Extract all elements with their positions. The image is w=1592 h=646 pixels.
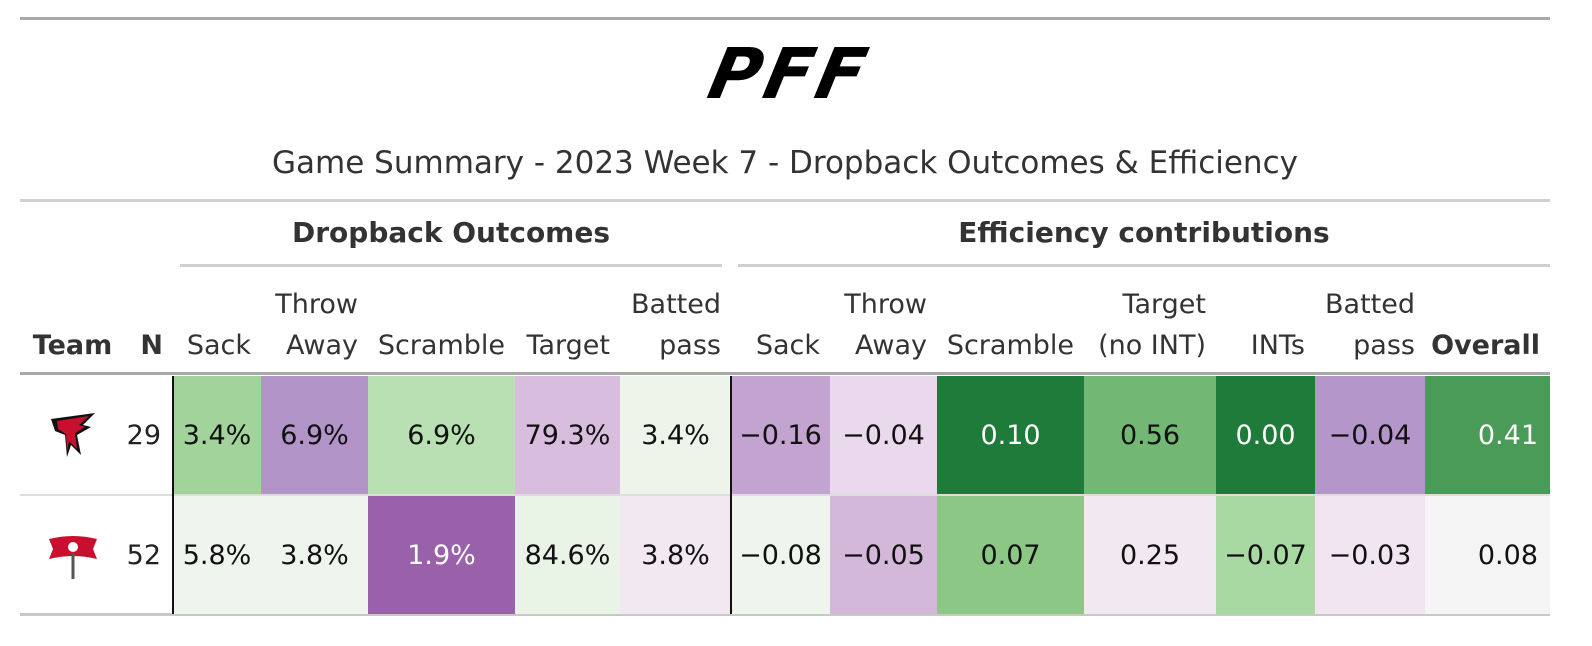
column-header: INTs bbox=[1216, 280, 1315, 366]
table-cell: 3.4% bbox=[173, 376, 261, 494]
table-cell: −0.04 bbox=[830, 376, 937, 494]
table-cell: 1.9% bbox=[368, 496, 515, 614]
column-header-line: pass bbox=[1353, 330, 1415, 361]
column-header-line: INTs bbox=[1250, 330, 1305, 361]
table-cell: −0.04 bbox=[1315, 376, 1425, 494]
table-cell: 6.9% bbox=[368, 376, 515, 494]
spanner-label: Efficiency contributions bbox=[958, 216, 1330, 249]
column-header-line: Scramble bbox=[377, 330, 505, 361]
column-header-line: pass bbox=[659, 330, 721, 361]
table-cell: 3.4% bbox=[620, 376, 731, 494]
header-rule bbox=[20, 372, 1550, 375]
column-header: Throw Away bbox=[261, 280, 368, 366]
column-header-line: Batted bbox=[1325, 289, 1415, 320]
row-divider bbox=[20, 494, 1550, 496]
column-header: N bbox=[125, 280, 173, 366]
table-cell: 0.08 bbox=[1425, 496, 1550, 614]
column-header: Scramble bbox=[368, 280, 515, 366]
column-header: Batted pass bbox=[620, 280, 731, 366]
table-cell: −0.08 bbox=[731, 496, 830, 614]
column-header: Batted pass bbox=[1315, 280, 1425, 366]
logo: PFF bbox=[702, 40, 878, 110]
column-header: Target bbox=[515, 280, 620, 366]
column-header: Scramble bbox=[937, 280, 1084, 366]
column-header-line: Away bbox=[855, 330, 927, 361]
column-header: Sack bbox=[731, 280, 830, 366]
team-logo bbox=[20, 376, 125, 494]
column-header: Team bbox=[20, 280, 125, 366]
table-cell: 0.25 bbox=[1084, 496, 1216, 614]
table-cell: −0.03 bbox=[1315, 496, 1425, 614]
table-cell: 3.8% bbox=[620, 496, 731, 614]
title-rule bbox=[20, 199, 1550, 202]
spanner-rule bbox=[738, 264, 1550, 267]
table-cell: 6.9% bbox=[261, 376, 368, 494]
table-cell: −0.07 bbox=[1216, 496, 1315, 614]
column-header-line: Scramble bbox=[946, 330, 1074, 361]
table-cell: 3.8% bbox=[261, 496, 368, 614]
table-cell: 84.6% bbox=[515, 496, 620, 614]
column-header-line: Throw bbox=[275, 289, 358, 320]
column-divider bbox=[730, 376, 732, 614]
table-cell: 29 bbox=[126, 419, 161, 451]
column-header-line: (no INT) bbox=[1098, 330, 1206, 361]
table-cell: 0.07 bbox=[937, 496, 1084, 614]
column-header-line: Target bbox=[1122, 289, 1206, 320]
column-header-line: Sack bbox=[186, 330, 251, 361]
column-header-line: Away bbox=[286, 330, 358, 361]
title: Game Summary - 2023 Week 7 - Dropback Ou… bbox=[272, 145, 1298, 181]
logo-text: PFF bbox=[702, 40, 878, 110]
column-header-line: N bbox=[140, 330, 163, 361]
column-header: Throw Away bbox=[830, 280, 937, 366]
spanner-label: Dropback Outcomes bbox=[291, 216, 611, 249]
spanner-rule bbox=[180, 264, 722, 267]
table-cell: −0.16 bbox=[731, 376, 830, 494]
column-header-line: Overall bbox=[1431, 330, 1540, 361]
top-rule bbox=[20, 17, 1550, 20]
table-cell: 79.3% bbox=[515, 376, 620, 494]
team-logo bbox=[20, 496, 125, 614]
bottom-rule bbox=[20, 613, 1550, 616]
column-header-line: Target bbox=[526, 330, 610, 361]
column-header-line: Sack bbox=[755, 330, 820, 361]
column-header: Target (no INT) bbox=[1084, 280, 1216, 366]
column-header-line: Batted bbox=[631, 289, 721, 320]
table-cell: 0.00 bbox=[1216, 376, 1315, 494]
column-divider bbox=[172, 376, 174, 614]
table-cell: 5.8% bbox=[173, 496, 261, 614]
column-header-line: Team bbox=[32, 330, 113, 361]
column-header-line: Throw bbox=[844, 289, 927, 320]
table-cell: 0.10 bbox=[937, 376, 1084, 494]
table-cell: 0.56 bbox=[1084, 376, 1216, 494]
table-cell: 0.41 bbox=[1425, 376, 1550, 494]
column-header: Sack bbox=[173, 280, 261, 366]
column-header: Overall bbox=[1425, 280, 1550, 366]
table-cell: −0.05 bbox=[830, 496, 937, 614]
table-cell: 52 bbox=[126, 539, 161, 571]
